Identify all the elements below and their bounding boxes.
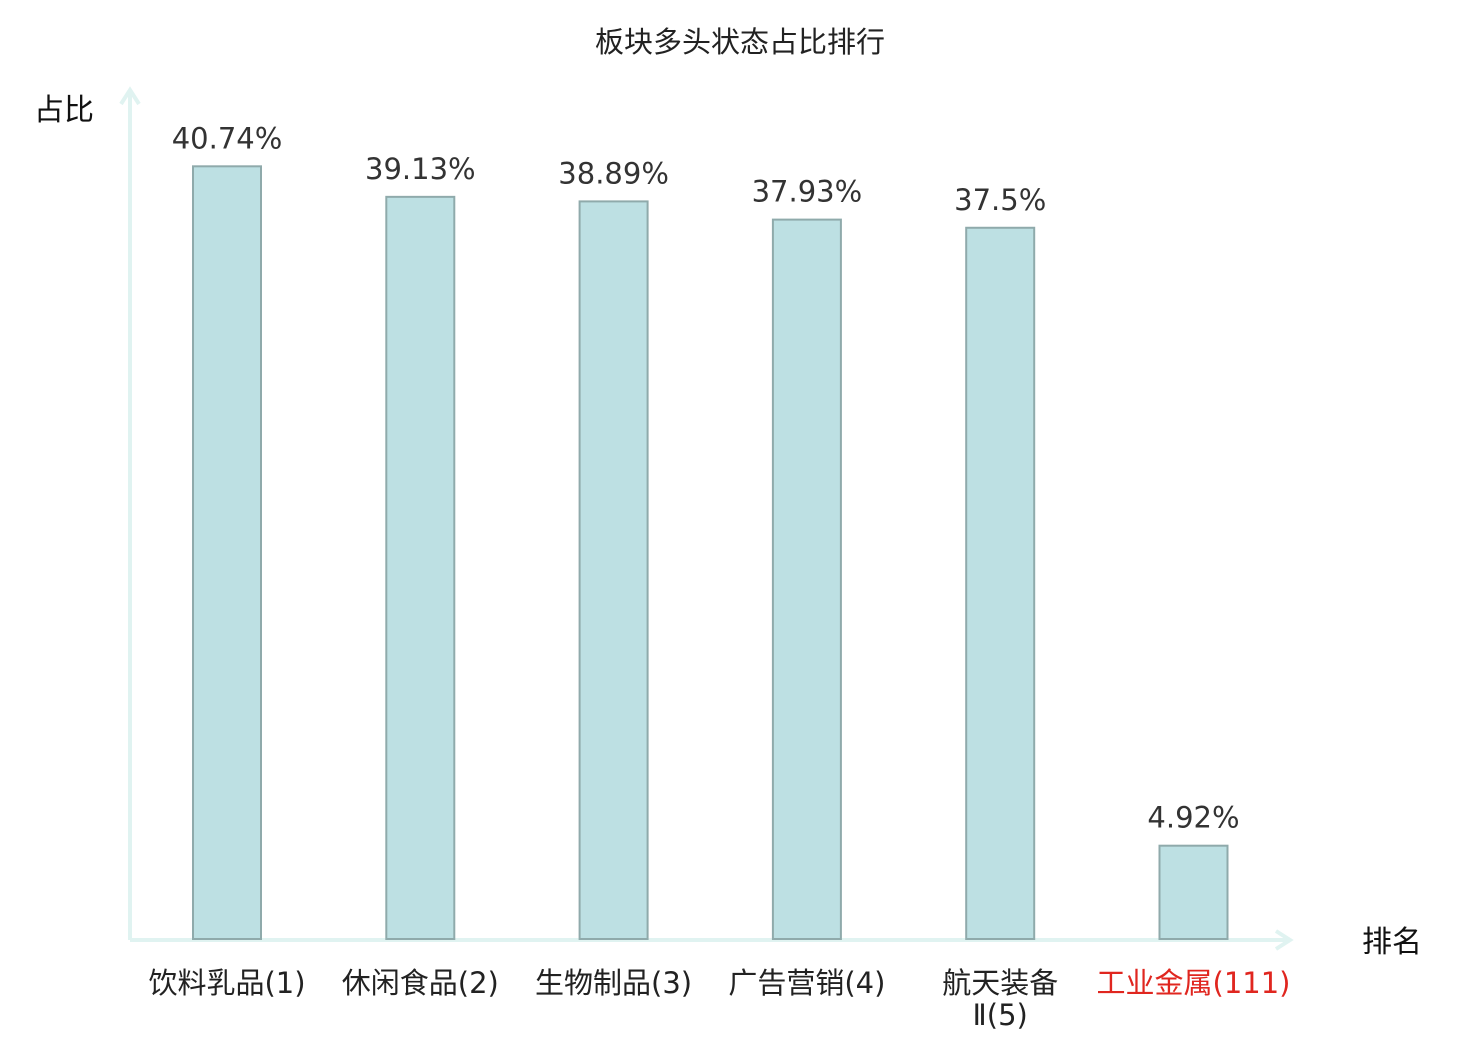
category-label-4: 广告营销(4) [728, 966, 885, 1000]
bar-1 [192, 165, 262, 941]
y-axis-title: 占比 [34, 93, 94, 128]
value-label-3: 38.89% [558, 156, 669, 190]
category-label-3: 生物制品(3) [535, 966, 692, 1000]
bar-2 [385, 195, 456, 940]
bar-4 [771, 218, 842, 941]
bar-3 [578, 200, 649, 941]
value-labels: 40.74% 39.13% 38.89% 37.93% 37.5% 4.92% [172, 121, 1240, 834]
value-label-1: 40.74% [172, 121, 283, 155]
category-label-line: 生物制品(3) [535, 966, 692, 1000]
category-label-line: 广告营销(4) [728, 966, 885, 1000]
bar-6 [1158, 844, 1229, 941]
category-labels: 饮料乳品(1) 休闲食品(2) 生物制品(3) 广告营销(4) 航天装备 Ⅱ(5) 工业金属… [148, 966, 1290, 1032]
category-label-6: 工业金属(111) [1097, 966, 1291, 1000]
chart-title: 板块多头状态占比排行 [595, 25, 885, 59]
axes [119, 86, 1294, 951]
value-label-4: 37.93% [752, 175, 863, 209]
category-label-5: 航天装备 Ⅱ(5) [942, 966, 1058, 1032]
category-label-line: Ⅱ(5) [973, 998, 1028, 1032]
value-label-5: 37.5% [954, 183, 1046, 217]
y-axis-arrow-icon [119, 86, 141, 106]
category-label-line: 航天装备 [942, 966, 1058, 1000]
x-axis-title: 排名 [1362, 925, 1422, 960]
category-label-1: 饮料乳品(1) [148, 966, 305, 1000]
category-label-line: 工业金属(111) [1097, 966, 1291, 1000]
value-label-2: 39.13% [365, 152, 476, 186]
value-label-6: 4.92% [1147, 801, 1239, 835]
category-label-line: 饮料乳品(1) [148, 966, 305, 1000]
bar-5 [965, 226, 1036, 940]
x-axis-arrow-icon [1274, 929, 1294, 951]
category-label-line: 休闲食品(2) [342, 966, 499, 1000]
bars [192, 165, 1229, 941]
category-label-2: 休闲食品(2) [342, 966, 499, 1000]
